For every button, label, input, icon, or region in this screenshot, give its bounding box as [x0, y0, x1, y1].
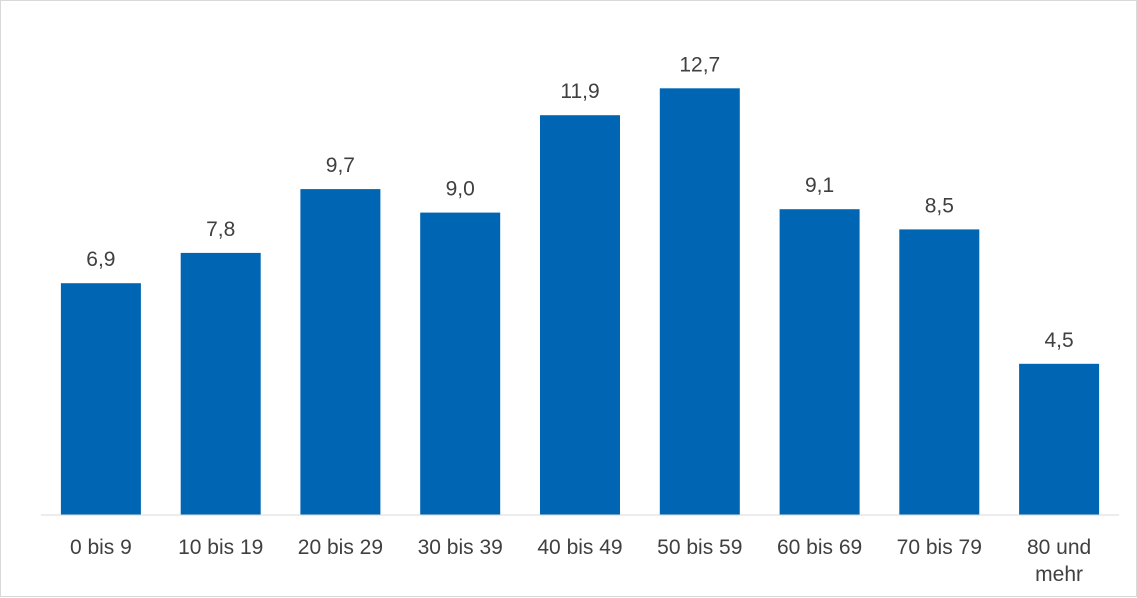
category-label: 10 bis 19: [178, 536, 263, 559]
bar-value-label: 12,7: [679, 53, 720, 76]
bar: [300, 189, 381, 515]
bar-value-label: 7,8: [206, 218, 235, 241]
category-label: 40 bis 49: [537, 536, 622, 559]
bar-value-label: 4,5: [1044, 329, 1073, 352]
bar-value-label: 9,0: [446, 178, 475, 201]
category-label: 70 bis 79: [897, 536, 982, 559]
bar: [60, 283, 141, 515]
bar: [659, 88, 740, 516]
bar-value-label: 11,9: [560, 80, 599, 103]
bar: [420, 212, 501, 515]
bar-value-label: 6,9: [86, 248, 115, 271]
bar-value-label: 9,7: [326, 154, 355, 177]
category-label: 60 bis 69: [777, 536, 862, 559]
bar: [180, 252, 261, 515]
bars-group: [60, 88, 1100, 516]
category-label: 30 bis 39: [418, 536, 503, 559]
bar-value-label: 9,1: [805, 174, 834, 197]
value-labels-group: 6,9 7,8 9,7 9,0 11,9 12,7 9,1 8,5 4,5: [86, 53, 1073, 352]
bar: [899, 229, 980, 515]
category-label: 20 bis 29: [298, 536, 383, 559]
bar-value-label: 8,5: [925, 194, 954, 217]
bar: [779, 209, 860, 515]
category-label: 50 bis 59: [657, 536, 742, 559]
category-labels-group: 0 bis 9 10 bis 19 20 bis 29 30 bis 39 40 bis…: [70, 536, 1091, 586]
bar: [540, 115, 620, 515]
category-label: 80 und mehr: [1027, 536, 1091, 586]
bar: [1019, 363, 1100, 515]
category-label: 0 bis 9: [70, 536, 132, 559]
